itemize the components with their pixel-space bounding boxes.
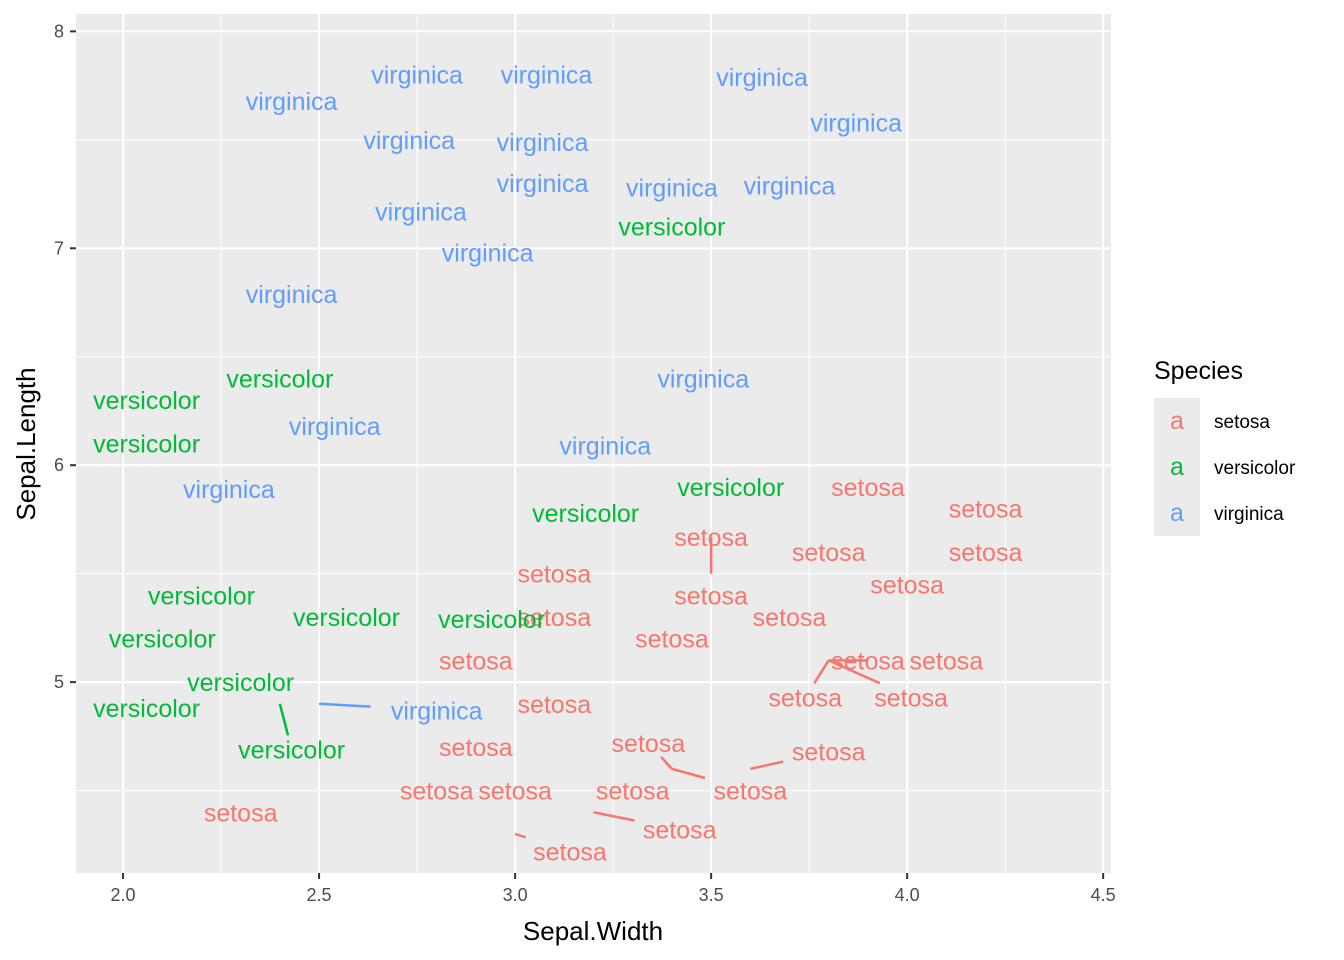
point-label-virginica: virginica <box>246 88 338 116</box>
legend-key-virginica <box>1154 490 1200 536</box>
label-connector <box>278 703 290 736</box>
legend-label-versicolor: versicolor <box>1214 458 1296 479</box>
point-label-virginica: virginica <box>626 175 718 203</box>
point-label-setosa: setosa <box>831 474 905 502</box>
x-tick-label: 2.0 <box>111 885 136 905</box>
point-label-virginica: virginica <box>375 198 467 226</box>
point-label-versicolor: versicolor <box>226 365 333 393</box>
point-label-virginica: virginica <box>657 365 749 393</box>
x-tick-label: 2.5 <box>307 885 332 905</box>
legend-title: Species <box>1154 357 1243 385</box>
point-label-virginica: virginica <box>371 62 463 90</box>
point-label-versicolor: versicolor <box>293 604 400 632</box>
point-label-setosa: setosa <box>713 778 787 806</box>
point-label-virginica: virginica <box>289 413 381 441</box>
label-connector-segments <box>278 536 881 839</box>
minor-gridlines <box>76 14 1111 873</box>
legend-label-setosa: setosa <box>1214 412 1270 433</box>
panel-background <box>76 14 1111 873</box>
point-label-setosa: setosa <box>517 604 591 632</box>
y-tick-label: 6 <box>54 455 64 475</box>
point-label-virginica: virginica <box>497 129 589 157</box>
point-label-virginica: virginica <box>559 433 651 461</box>
point-label-setosa: setosa <box>517 561 591 589</box>
point-label-setosa: setosa <box>612 730 686 758</box>
point-label-setosa: setosa <box>870 571 944 599</box>
point-label-virginica: virginica <box>391 697 483 725</box>
point-label-virginica: virginica <box>183 476 275 504</box>
point-label-versicolor: versicolor <box>238 736 345 764</box>
label-connector <box>660 756 673 770</box>
label-connector <box>318 702 371 708</box>
point-label-versicolor: versicolor <box>438 606 545 634</box>
major-gridlines <box>76 14 1111 873</box>
point-label-setosa: setosa <box>439 734 513 762</box>
y-axis-title: Sepal.Length <box>11 367 41 520</box>
label-connector <box>750 760 784 771</box>
legend-key-glyph: a <box>1170 499 1184 527</box>
point-label-setosa: setosa <box>596 778 670 806</box>
point-label-setosa: setosa <box>635 626 709 654</box>
legend-key-glyph: a <box>1170 407 1184 435</box>
point-label-setosa: setosa <box>674 524 748 552</box>
label-connector <box>671 767 706 780</box>
point-label-virginica: virginica <box>442 240 534 268</box>
point-label-setosa: setosa <box>768 684 842 712</box>
x-tick-label: 4.0 <box>895 885 920 905</box>
point-label-setosa: setosa <box>517 691 591 719</box>
point-label-setosa: setosa <box>478 778 552 806</box>
x-axis-title: Sepal.Width <box>523 916 663 946</box>
point-label-virginica: virginica <box>497 170 589 198</box>
point-label-versicolor: versicolor <box>677 474 784 502</box>
legend: Species a setosa a versicolor a virginica <box>1154 357 1296 536</box>
x-axis: 2.0 2.5 3.0 3.5 4.0 4.5 <box>111 873 1116 905</box>
point-label-setosa: setosa <box>400 778 474 806</box>
point-label-versicolor: versicolor <box>187 669 294 697</box>
point-label-virginica: virginica <box>744 172 836 200</box>
y-tick-label: 8 <box>54 21 64 41</box>
label-connector <box>828 659 881 685</box>
point-label-setosa: setosa <box>949 496 1023 524</box>
label-connector <box>593 811 635 822</box>
point-label-setosa: setosa <box>439 647 513 675</box>
point-label-setosa: setosa <box>792 539 866 567</box>
point-label-setosa: setosa <box>533 838 607 866</box>
x-tick-label: 4.5 <box>1091 885 1116 905</box>
label-connector <box>514 832 527 839</box>
y-axis: 5 6 7 8 <box>54 21 76 692</box>
point-label-setosa: setosa <box>204 799 278 827</box>
x-tick-label: 3.5 <box>699 885 724 905</box>
point-label-versicolor: versicolor <box>93 695 200 723</box>
point-label-virginica: virginica <box>810 109 902 137</box>
y-tick-label: 7 <box>54 238 64 258</box>
point-label-versicolor: versicolor <box>93 387 200 415</box>
y-tick-label: 5 <box>54 672 64 692</box>
legend-key-glyph: a <box>1170 453 1184 481</box>
point-label-virginica: virginica <box>246 281 338 309</box>
point-label-setosa: setosa <box>643 817 717 845</box>
point-label-versicolor: versicolor <box>109 626 216 654</box>
point-label-setosa: setosa <box>831 647 905 675</box>
legend-key-setosa <box>1154 398 1200 444</box>
point-label-setosa: setosa <box>949 539 1023 567</box>
point-label-versicolor: versicolor <box>148 582 255 610</box>
point-label-virginica: virginica <box>716 64 808 92</box>
point-label-virginica: virginica <box>363 127 455 155</box>
label-connector <box>813 659 830 684</box>
legend-key-versicolor <box>1154 444 1200 490</box>
point-label-setosa: setosa <box>910 647 984 675</box>
point-label-setosa: setosa <box>753 604 827 632</box>
point-label-setosa: setosa <box>874 684 948 712</box>
point-label-virginica: virginica <box>501 62 593 90</box>
point-label-setosa: setosa <box>792 739 866 767</box>
point-label-versicolor: versicolor <box>93 431 200 459</box>
point-label-setosa: setosa <box>674 582 748 610</box>
legend-label-virginica: virginica <box>1214 504 1284 525</box>
point-label-versicolor: versicolor <box>618 214 725 242</box>
point-label-versicolor: versicolor <box>532 500 639 528</box>
x-tick-label: 3.0 <box>503 885 528 905</box>
